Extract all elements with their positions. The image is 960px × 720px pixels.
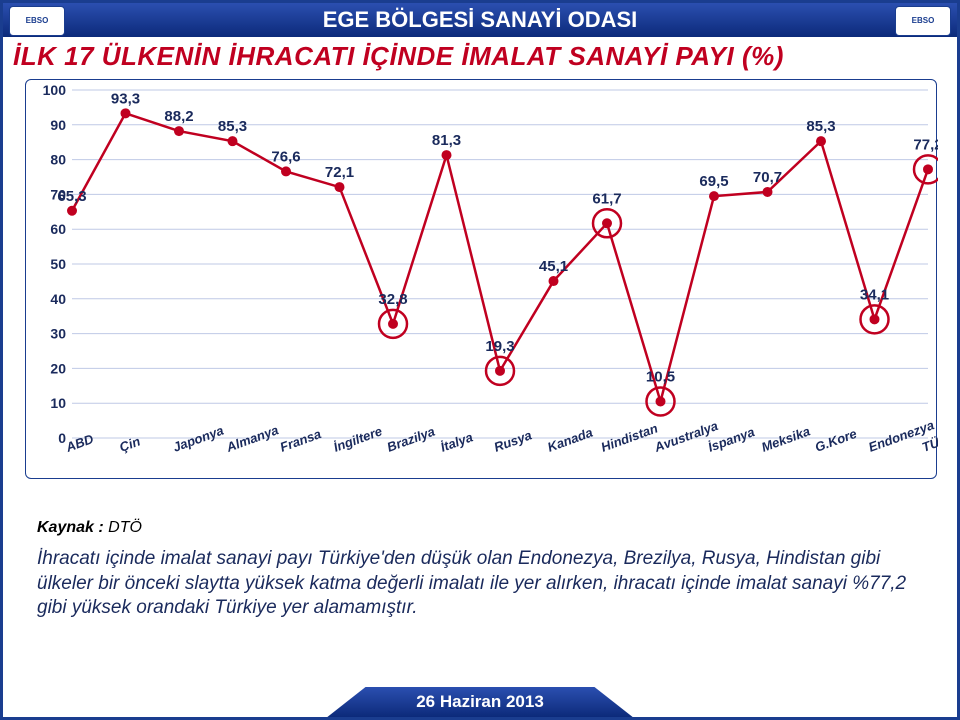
svg-text:85,3: 85,3 bbox=[218, 118, 247, 135]
svg-text:85,3: 85,3 bbox=[806, 118, 835, 135]
svg-text:88,2: 88,2 bbox=[164, 108, 193, 125]
source-line: Kaynak : DTÖ bbox=[37, 519, 142, 537]
org-name: EGE BÖLGESİ SANAYİ ODASI bbox=[323, 7, 638, 32]
svg-text:İtalya: İtalya bbox=[438, 429, 474, 454]
slide-title: İLK 17 ÜLKENİN İHRACATI İÇİNDE İMALAT SA… bbox=[13, 41, 947, 72]
svg-text:80: 80 bbox=[50, 152, 66, 168]
svg-text:100: 100 bbox=[43, 82, 67, 98]
svg-text:Meksika: Meksika bbox=[759, 423, 812, 454]
header-bar: EBSO EGE BÖLGESİ SANAYİ ODASI EBSO bbox=[3, 3, 957, 37]
svg-text:77,2: 77,2 bbox=[913, 136, 938, 153]
svg-text:70,7: 70,7 bbox=[753, 169, 782, 186]
svg-text:19,3: 19,3 bbox=[485, 338, 514, 355]
source-label: Kaynak : bbox=[37, 519, 108, 536]
chart-container: 010203040506070809010065,3ABD93,3Çin88,2… bbox=[25, 79, 937, 479]
svg-text:90: 90 bbox=[50, 117, 66, 133]
svg-text:69,5: 69,5 bbox=[699, 173, 728, 190]
svg-text:Hindistan: Hindistan bbox=[599, 420, 660, 454]
svg-text:Japonya: Japonya bbox=[171, 423, 226, 455]
svg-text:45,1: 45,1 bbox=[539, 258, 568, 275]
svg-text:10,5: 10,5 bbox=[646, 368, 675, 385]
svg-text:60: 60 bbox=[50, 221, 66, 237]
svg-text:10: 10 bbox=[50, 395, 66, 411]
svg-text:72,1: 72,1 bbox=[325, 164, 354, 181]
svg-text:32,8: 32,8 bbox=[378, 291, 407, 308]
org-logo-right: EBSO bbox=[895, 6, 951, 36]
svg-text:G.Kore: G.Kore bbox=[813, 426, 859, 455]
svg-text:İngiltere: İngiltere bbox=[331, 423, 384, 454]
svg-text:93,3: 93,3 bbox=[111, 90, 140, 107]
svg-text:50: 50 bbox=[50, 256, 66, 272]
svg-text:Çin: Çin bbox=[117, 434, 142, 455]
svg-text:40: 40 bbox=[50, 291, 66, 307]
svg-text:61,7: 61,7 bbox=[592, 190, 621, 207]
svg-text:65,3: 65,3 bbox=[57, 188, 86, 205]
svg-text:76,6: 76,6 bbox=[271, 148, 300, 165]
slide: EBSO EGE BÖLGESİ SANAYİ ODASI EBSO İLK 1… bbox=[0, 0, 960, 720]
svg-text:Brazilya: Brazilya bbox=[385, 424, 437, 455]
org-logo-left: EBSO bbox=[9, 6, 65, 36]
svg-text:20: 20 bbox=[50, 360, 66, 376]
svg-text:34,1: 34,1 bbox=[860, 286, 889, 303]
body-paragraph: İhracatı içinde imalat sanayi payı Türki… bbox=[37, 547, 923, 621]
svg-text:81,3: 81,3 bbox=[432, 132, 461, 149]
source-value: DTÖ bbox=[108, 519, 142, 536]
line-chart: 010203040506070809010065,3ABD93,3Çin88,2… bbox=[26, 80, 938, 480]
svg-text:30: 30 bbox=[50, 326, 66, 342]
svg-text:Almanya: Almanya bbox=[223, 422, 280, 455]
svg-text:Rusya: Rusya bbox=[492, 427, 534, 454]
svg-text:Fransa: Fransa bbox=[278, 426, 323, 455]
svg-text:ABD: ABD bbox=[63, 431, 96, 455]
svg-text:Kanada: Kanada bbox=[545, 425, 594, 455]
